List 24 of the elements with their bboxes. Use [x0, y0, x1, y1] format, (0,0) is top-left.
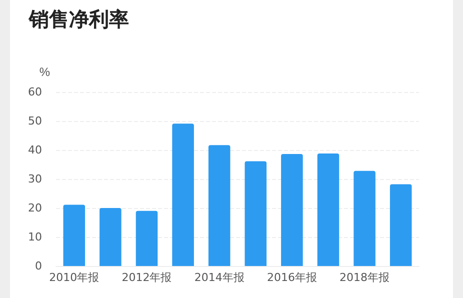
y-tick-label: 10 — [28, 230, 42, 244]
bar — [63, 204, 86, 266]
y-tick-label: 30 — [28, 172, 42, 186]
bar — [317, 153, 340, 266]
y-axis-title: % — [39, 65, 50, 79]
x-tick-label: 2018年报 — [340, 271, 390, 284]
bar — [281, 154, 303, 266]
x-tick-label: 2012年报 — [122, 271, 172, 284]
y-tick-label: 20 — [28, 202, 42, 214]
y-tick-label: 40 — [28, 144, 42, 156]
y-tick-label: 50 — [28, 114, 42, 128]
x-tick-label: 2014年报 — [194, 271, 244, 284]
chart-title: 销售净利率 — [28, 7, 129, 31]
bar — [172, 124, 194, 266]
x-tick-label: 2010年报 — [49, 271, 100, 284]
bar — [136, 210, 158, 266]
bar — [354, 170, 376, 266]
bar — [390, 184, 412, 266]
bar — [208, 145, 230, 266]
bar — [100, 208, 122, 266]
y-tick-label: 0 — [35, 260, 42, 272]
y-tick-label: 60 — [28, 86, 42, 98]
bar — [244, 161, 267, 266]
x-tick-label: 2016年报 — [266, 271, 317, 284]
